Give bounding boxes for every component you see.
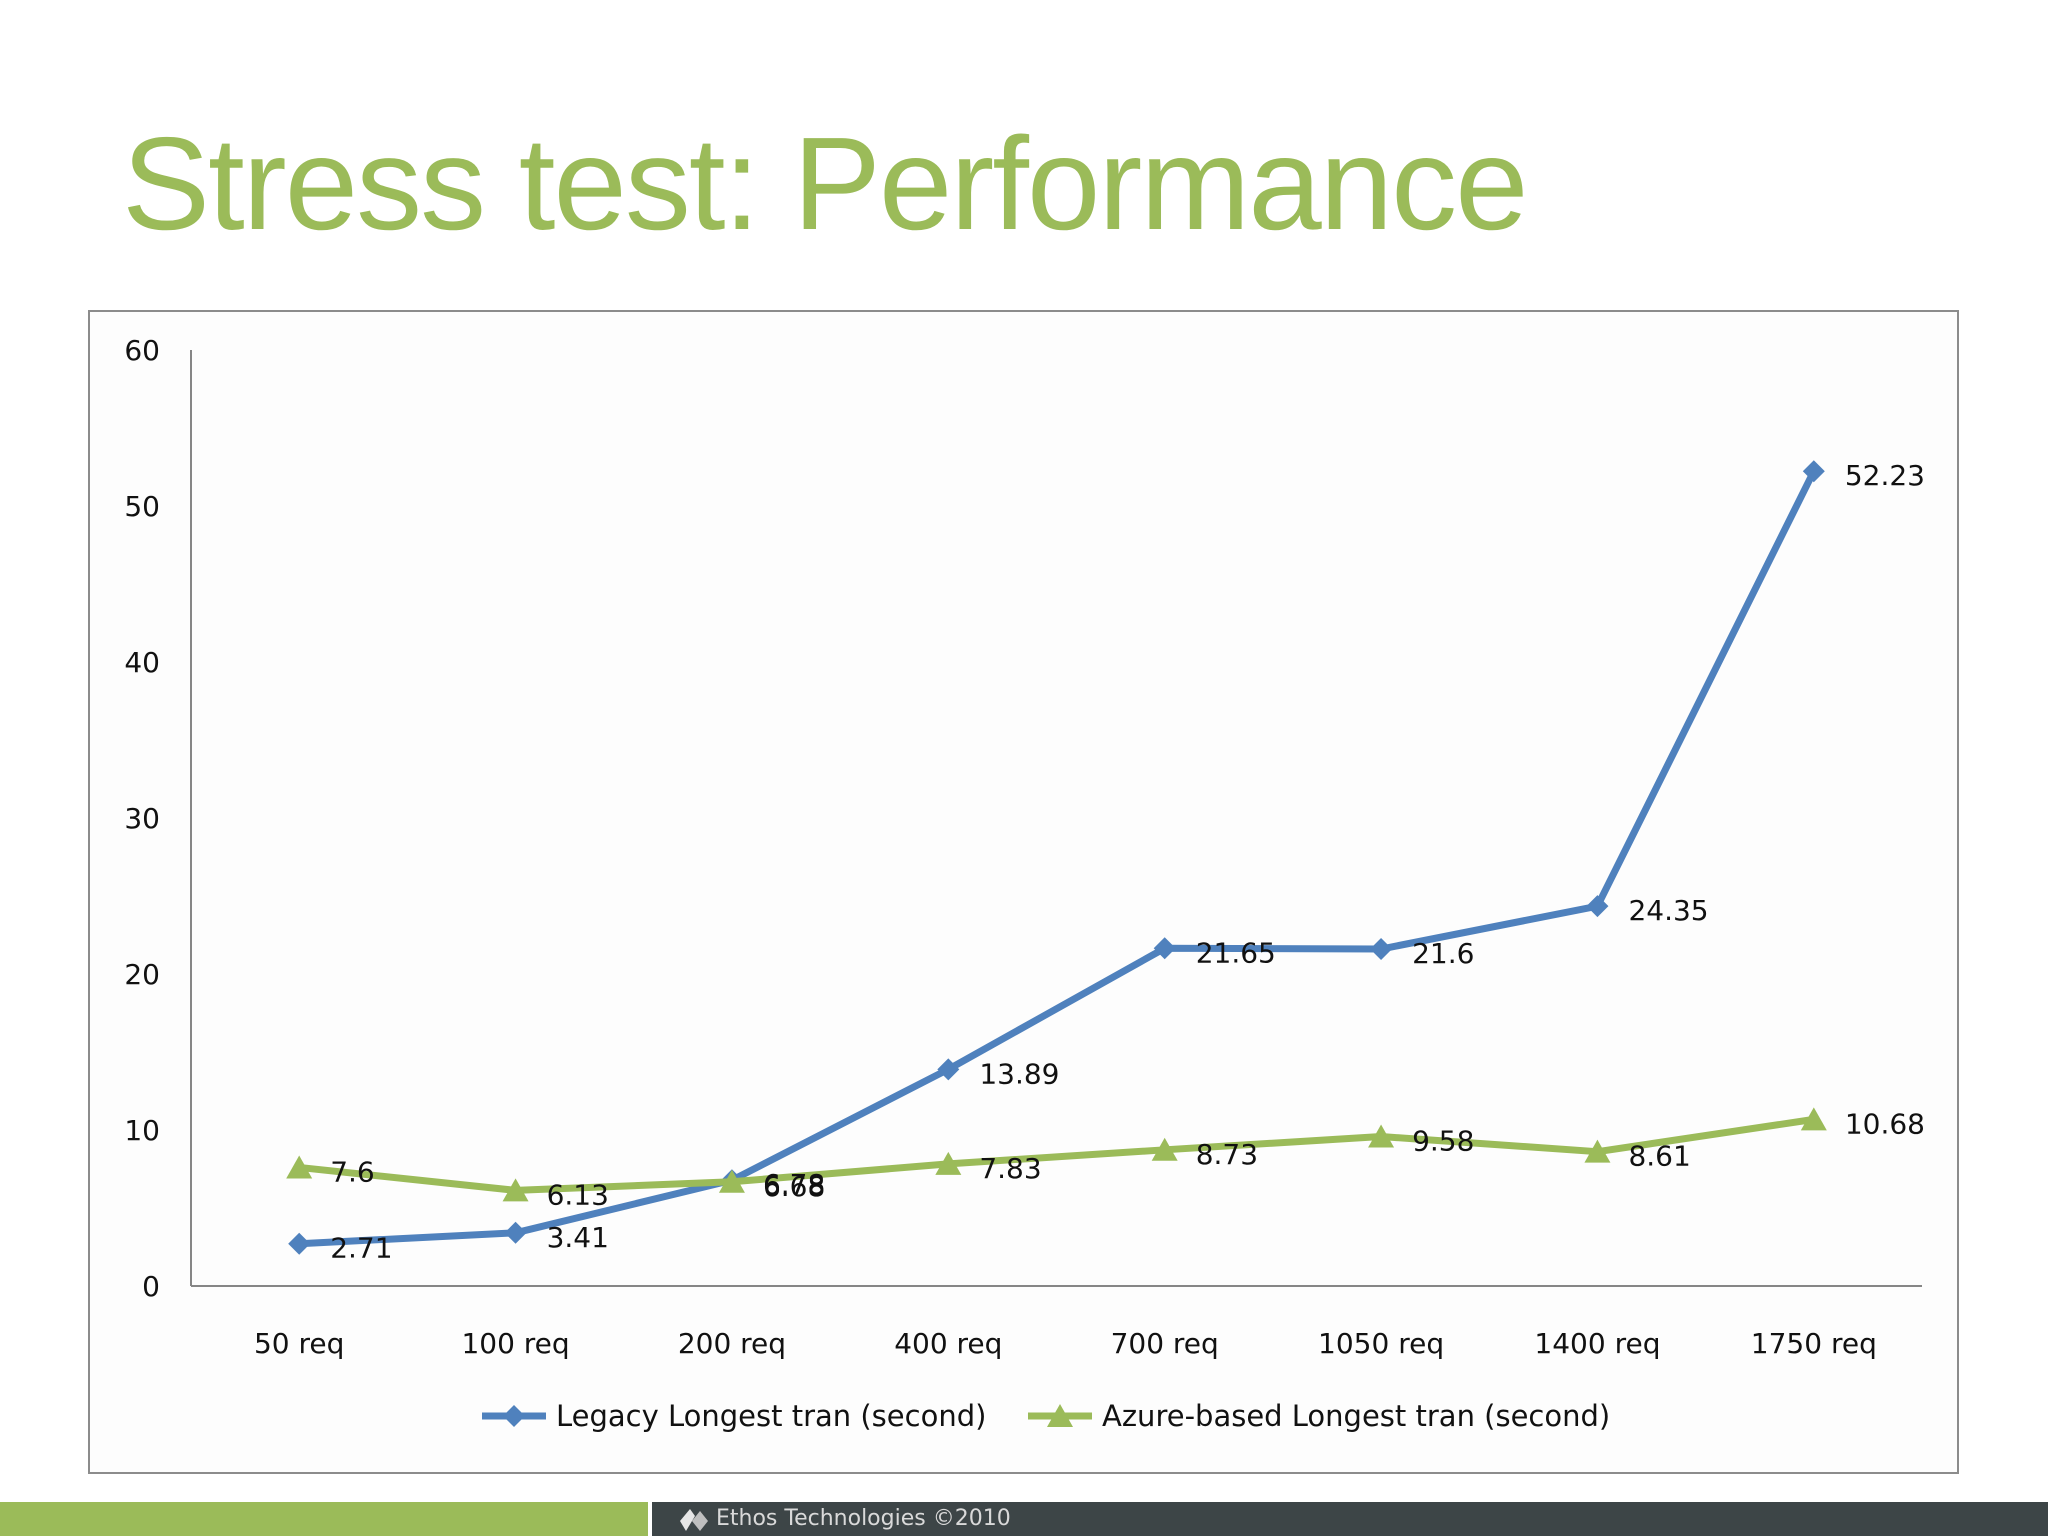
legend-marker-legacy-icon bbox=[503, 1405, 525, 1427]
data-label-azure: 6.68 bbox=[763, 1170, 825, 1203]
data-label-legacy: 3.41 bbox=[547, 1221, 609, 1254]
y-tick-label: 30 bbox=[124, 802, 160, 835]
legend-marker-azure-icon bbox=[1047, 1404, 1073, 1427]
data-label-azure: 8.61 bbox=[1628, 1140, 1690, 1173]
data-label-legacy: 52.23 bbox=[1845, 459, 1925, 492]
y-tick-label: 0 bbox=[142, 1270, 160, 1303]
series-line-legacy bbox=[295, 467, 1818, 1248]
data-label-azure: 7.83 bbox=[979, 1152, 1041, 1185]
data-point-azure bbox=[1800, 1107, 1827, 1131]
y-tick-label: 20 bbox=[124, 958, 160, 991]
data-point-legacy bbox=[288, 1232, 311, 1255]
y-tick-label: 50 bbox=[124, 490, 160, 523]
footer-divider bbox=[648, 1502, 652, 1536]
x-category-label: 400 req bbox=[894, 1327, 1002, 1360]
x-category-label: 1400 req bbox=[1534, 1327, 1660, 1360]
data-point-azure bbox=[1368, 1124, 1395, 1148]
data-label-azure: 8.73 bbox=[1196, 1138, 1258, 1171]
x-category-label: 1750 req bbox=[1751, 1327, 1877, 1360]
footer-dark-band bbox=[652, 1502, 2048, 1536]
footer-bar: Ethos Technologies ©2010 bbox=[0, 1502, 2048, 1536]
footer-copyright: Ethos Technologies ©2010 bbox=[716, 1506, 1011, 1531]
data-point-azure bbox=[718, 1169, 745, 1193]
data-point-legacy bbox=[1802, 460, 1825, 483]
footer-green-band bbox=[0, 1502, 648, 1536]
slide-title: Stress test: Performance bbox=[122, 110, 1529, 257]
data-label-legacy: 13.89 bbox=[979, 1057, 1059, 1090]
data-label-legacy: 21.6 bbox=[1412, 937, 1474, 970]
data-label-azure: 10.68 bbox=[1845, 1107, 1925, 1140]
data-point-azure bbox=[1584, 1139, 1611, 1163]
data-point-legacy bbox=[1370, 938, 1393, 961]
data-label-legacy: 24.35 bbox=[1628, 894, 1708, 927]
legend-label-legacy: Legacy Longest tran (second) bbox=[556, 1399, 986, 1433]
data-point-legacy bbox=[937, 1058, 960, 1081]
data-point-legacy bbox=[1586, 895, 1609, 918]
series-line-azure bbox=[295, 1115, 1818, 1194]
data-point-azure bbox=[935, 1151, 962, 1175]
x-category-label: 1050 req bbox=[1318, 1327, 1444, 1360]
y-tick-label: 10 bbox=[124, 1114, 160, 1147]
data-point-azure bbox=[286, 1155, 313, 1179]
ethos-logo-icon bbox=[680, 1509, 708, 1531]
chart-area: 0 10 20 30 40 50 60 50 req 100 req 200 req 400 req… bbox=[88, 310, 1959, 1474]
data-label-legacy: 2.71 bbox=[330, 1232, 392, 1265]
data-label-legacy: 21.65 bbox=[1196, 936, 1276, 969]
data-point-legacy bbox=[504, 1221, 527, 1244]
data-label-legacy: 6.78 bbox=[763, 1168, 825, 1201]
x-category-label: 100 req bbox=[461, 1327, 569, 1360]
data-label-azure: 6.13 bbox=[547, 1178, 609, 1211]
x-category-label: 700 req bbox=[1111, 1327, 1219, 1360]
data-point-azure bbox=[1151, 1137, 1178, 1161]
y-tick-label: 60 bbox=[124, 334, 160, 367]
data-point-azure bbox=[502, 1178, 529, 1202]
line-chart: 0 10 20 30 40 50 60 50 req 100 req 200 req 400 req… bbox=[124, 334, 1925, 1433]
legend-label-azure: Azure-based Longest tran (second) bbox=[1102, 1399, 1610, 1433]
data-label-azure: 7.6 bbox=[330, 1155, 375, 1188]
data-point-legacy bbox=[1153, 937, 1176, 960]
x-category-label: 50 req bbox=[254, 1327, 344, 1360]
data-label-azure: 9.58 bbox=[1412, 1125, 1474, 1158]
x-category-label: 200 req bbox=[678, 1327, 786, 1360]
y-tick-label: 40 bbox=[124, 646, 160, 679]
